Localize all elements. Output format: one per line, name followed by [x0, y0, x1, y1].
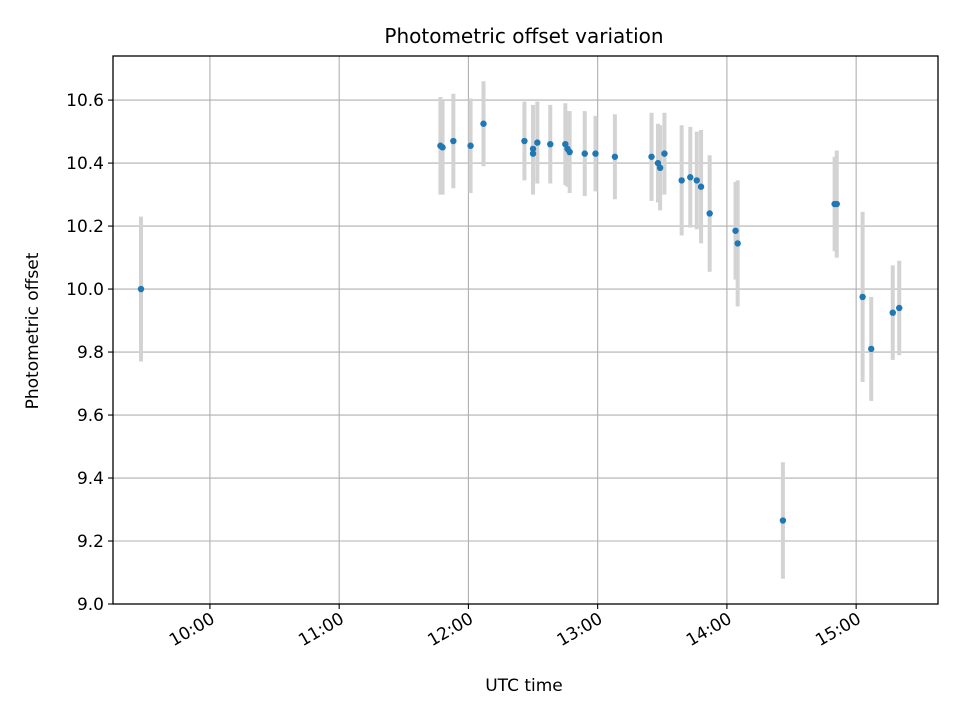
data-point [859, 293, 866, 301]
data-point [656, 164, 664, 172]
data-point [467, 142, 474, 149]
data-point [534, 139, 541, 146]
plot-frame [112, 55, 939, 605]
data-point [566, 148, 573, 156]
data-point [896, 304, 903, 312]
data-point [480, 120, 487, 127]
data-point [648, 153, 655, 160]
data-point [592, 150, 599, 157]
y-axis-ticks: 9.0 9.2 9.4 9.6 9.8 10.0 10.2 10.4 10.6 [66, 91, 113, 615]
data-point [889, 309, 896, 316]
data-point [734, 240, 741, 247]
data-point [833, 200, 840, 208]
data-point [693, 177, 700, 184]
y-tick-label: 9.6 [77, 406, 104, 426]
y-tick-label: 9.0 [77, 595, 104, 615]
data-point [779, 517, 787, 524]
data-point [697, 183, 705, 190]
data-point [521, 137, 528, 145]
y-tick-label: 10.0 [66, 280, 104, 300]
y-tick-label: 9.2 [77, 532, 104, 552]
x-axis-label: UTC time [485, 676, 563, 696]
y-tick-label: 9.8 [77, 343, 104, 363]
data-point [529, 145, 537, 153]
y-tick-label: 10.6 [66, 91, 104, 111]
data-point [868, 345, 875, 353]
y-tick-label: 10.2 [66, 217, 104, 237]
y-axis-label: Photometric offset [23, 252, 43, 409]
data-point [732, 227, 739, 234]
data-point [678, 177, 685, 184]
data-point [687, 174, 694, 181]
data-points [137, 120, 903, 524]
data-point [137, 285, 145, 293]
data-point [547, 140, 554, 148]
chart-title: Photometric offset variation [384, 24, 663, 48]
data-point [529, 150, 537, 157]
data-point [706, 210, 713, 217]
data-point [450, 137, 457, 145]
data-point [611, 153, 619, 160]
y-tick-label: 10.4 [66, 154, 104, 174]
data-point [439, 144, 446, 151]
data-point [581, 150, 588, 157]
y-tick-label: 9.4 [77, 469, 104, 489]
data-point [661, 150, 668, 157]
